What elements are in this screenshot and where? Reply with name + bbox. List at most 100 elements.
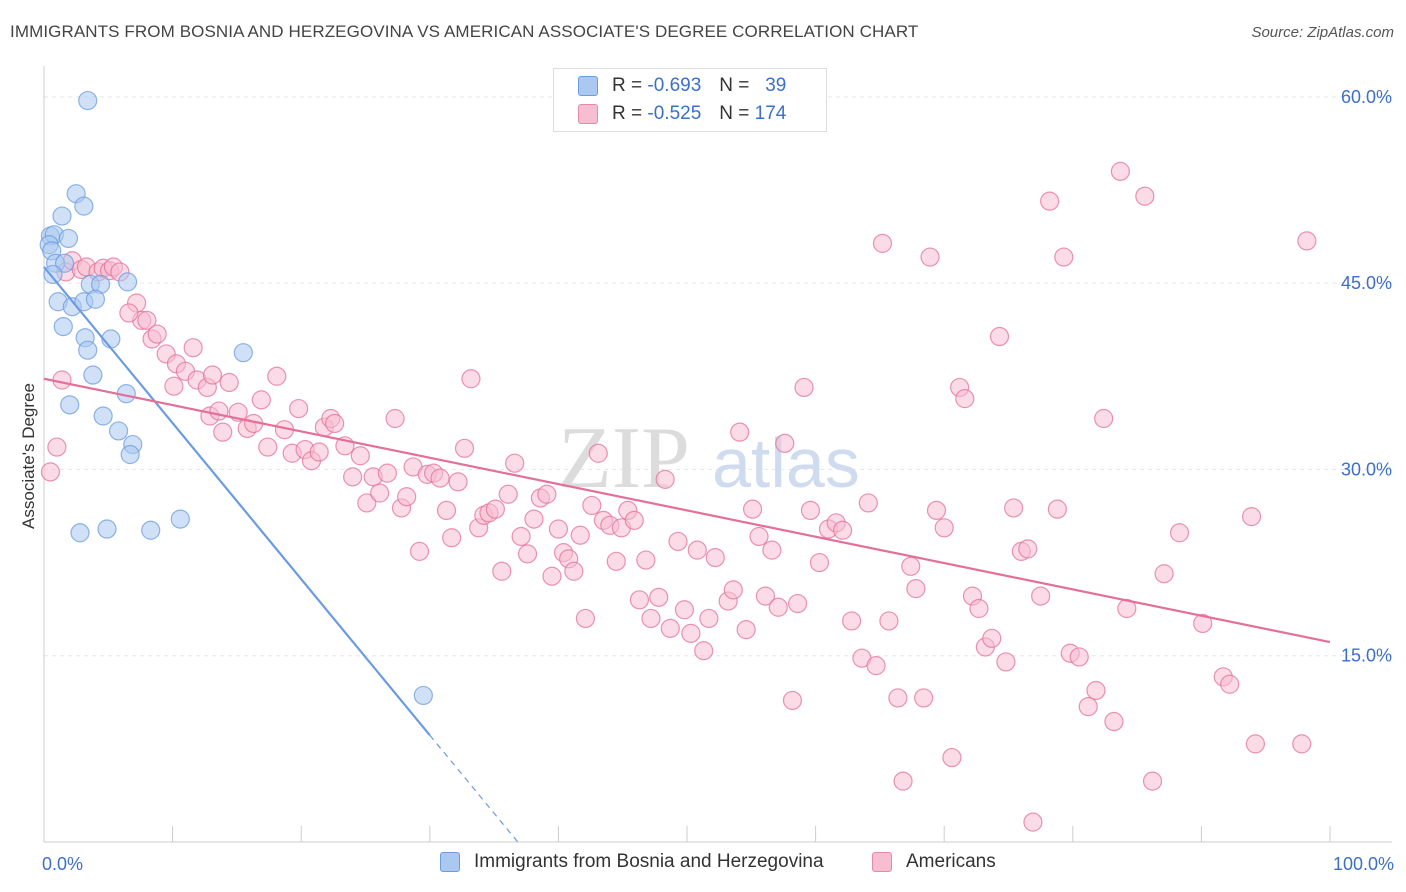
americans-point	[1047, 499, 1067, 519]
americans-point	[787, 593, 808, 614]
americans-point	[517, 544, 538, 564]
chart-source: Source: ZipAtlas.com	[1251, 24, 1394, 41]
americans-point	[699, 608, 719, 629]
bosnia-trend-extension	[429, 734, 521, 845]
americans-point	[1154, 564, 1174, 584]
americans-point	[1104, 711, 1124, 732]
americans-point	[768, 597, 788, 617]
legend-r-value-bosnia: -0.693	[647, 75, 702, 96]
americans-point	[309, 442, 329, 462]
americans-point	[800, 500, 821, 521]
bosnia-point	[78, 90, 98, 111]
bosnia-point	[74, 196, 94, 216]
bosnia-point	[117, 272, 138, 292]
americans-point	[436, 500, 457, 521]
americans-point	[1069, 647, 1089, 667]
americans-point	[409, 541, 430, 561]
americans-point	[505, 453, 525, 473]
axes	[43, 66, 1392, 843]
americans-point	[40, 462, 61, 482]
americans-point	[164, 376, 184, 396]
bottom-legend-label-bosnia: Immigrants from Bosnia and Herzegovina	[474, 851, 824, 872]
bosnia-point	[60, 395, 80, 415]
americans-point	[213, 422, 233, 442]
americans-point	[498, 484, 518, 504]
americans-point	[782, 690, 803, 711]
americans-point	[219, 372, 239, 393]
americans-point	[461, 369, 481, 389]
bosnia-point	[141, 520, 161, 540]
americans-point	[636, 550, 656, 570]
americans-point	[1297, 231, 1317, 251]
americans-point	[694, 641, 714, 661]
americans-point	[705, 547, 725, 568]
americans-trend-line	[43, 377, 1331, 644]
bosnia-point	[70, 523, 90, 543]
americans-point	[893, 771, 913, 791]
americans-point	[872, 233, 893, 253]
americans-point	[267, 366, 287, 386]
americans-point	[641, 608, 661, 629]
americans-point	[548, 519, 569, 539]
americans-point	[842, 611, 862, 631]
americans-point	[989, 326, 1010, 347]
americans-point	[1292, 734, 1312, 754]
americans-point	[934, 518, 954, 538]
americans-point	[1220, 674, 1240, 694]
americans-point	[1078, 697, 1098, 717]
legend-n-label: N =	[719, 75, 750, 96]
americans-point	[575, 608, 596, 629]
americans-point	[629, 590, 650, 610]
americans-point	[357, 493, 377, 513]
bosnia-point	[120, 444, 140, 465]
bosnia-point	[413, 685, 433, 706]
americans-point	[906, 579, 926, 599]
bottom-legend-bosnia: Immigrants from Bosnia and Herzegovina	[440, 851, 824, 873]
americans-point	[794, 377, 814, 398]
bosnia-point	[97, 519, 117, 539]
americans-point	[492, 561, 512, 581]
legend-row-americans: R = -0.525 N = 174	[578, 101, 786, 127]
x-tick-label-max: 100.0%	[1333, 854, 1394, 874]
bottom-legend-swatch-bosnia	[440, 852, 460, 872]
americans-point	[47, 437, 67, 457]
legend-swatch-americans	[578, 104, 598, 124]
legend-swatch-bosnia	[578, 76, 598, 96]
americans-point	[681, 623, 701, 643]
americans-point	[397, 487, 417, 507]
americans-point	[833, 520, 853, 540]
tick-labels: 15.0% 30.0% 45.0% 60.0% 0.0% 100.0%	[42, 87, 1394, 874]
americans-point	[1169, 523, 1190, 543]
americans-point	[624, 510, 644, 530]
americans-point	[1094, 408, 1114, 429]
americans-point	[343, 467, 363, 487]
americans-point	[723, 580, 743, 600]
y-tick-label-3: 60.0%	[1341, 87, 1392, 107]
americans-point	[762, 540, 782, 560]
americans-point	[982, 628, 1002, 648]
americans-point	[649, 587, 669, 607]
americans-point	[920, 247, 940, 267]
bosnia-point	[52, 206, 72, 226]
x-tick-label-min: 0.0%	[42, 854, 83, 874]
americans-point	[325, 413, 345, 434]
americans-point	[485, 499, 505, 519]
legend-n-value-americans: 174	[754, 103, 787, 124]
y-tick-label-2: 45.0%	[1341, 273, 1392, 293]
americans-point	[742, 499, 763, 519]
americans-point	[996, 652, 1016, 672]
americans-point	[183, 338, 203, 358]
americans-point	[858, 493, 878, 513]
bosnia-point	[93, 406, 113, 426]
y-axis-label: Associate's Degree	[19, 383, 38, 529]
americans-point	[570, 525, 590, 545]
americans-point	[1110, 161, 1130, 181]
americans-point	[1241, 507, 1262, 527]
bottom-legend-label-americans: Americans	[906, 851, 996, 872]
bosnia-point	[85, 289, 106, 309]
americans-point	[350, 446, 370, 466]
americans-point	[1086, 680, 1106, 701]
americans-point	[866, 656, 886, 676]
americans-point	[430, 468, 450, 488]
trend-lines	[43, 266, 1331, 845]
